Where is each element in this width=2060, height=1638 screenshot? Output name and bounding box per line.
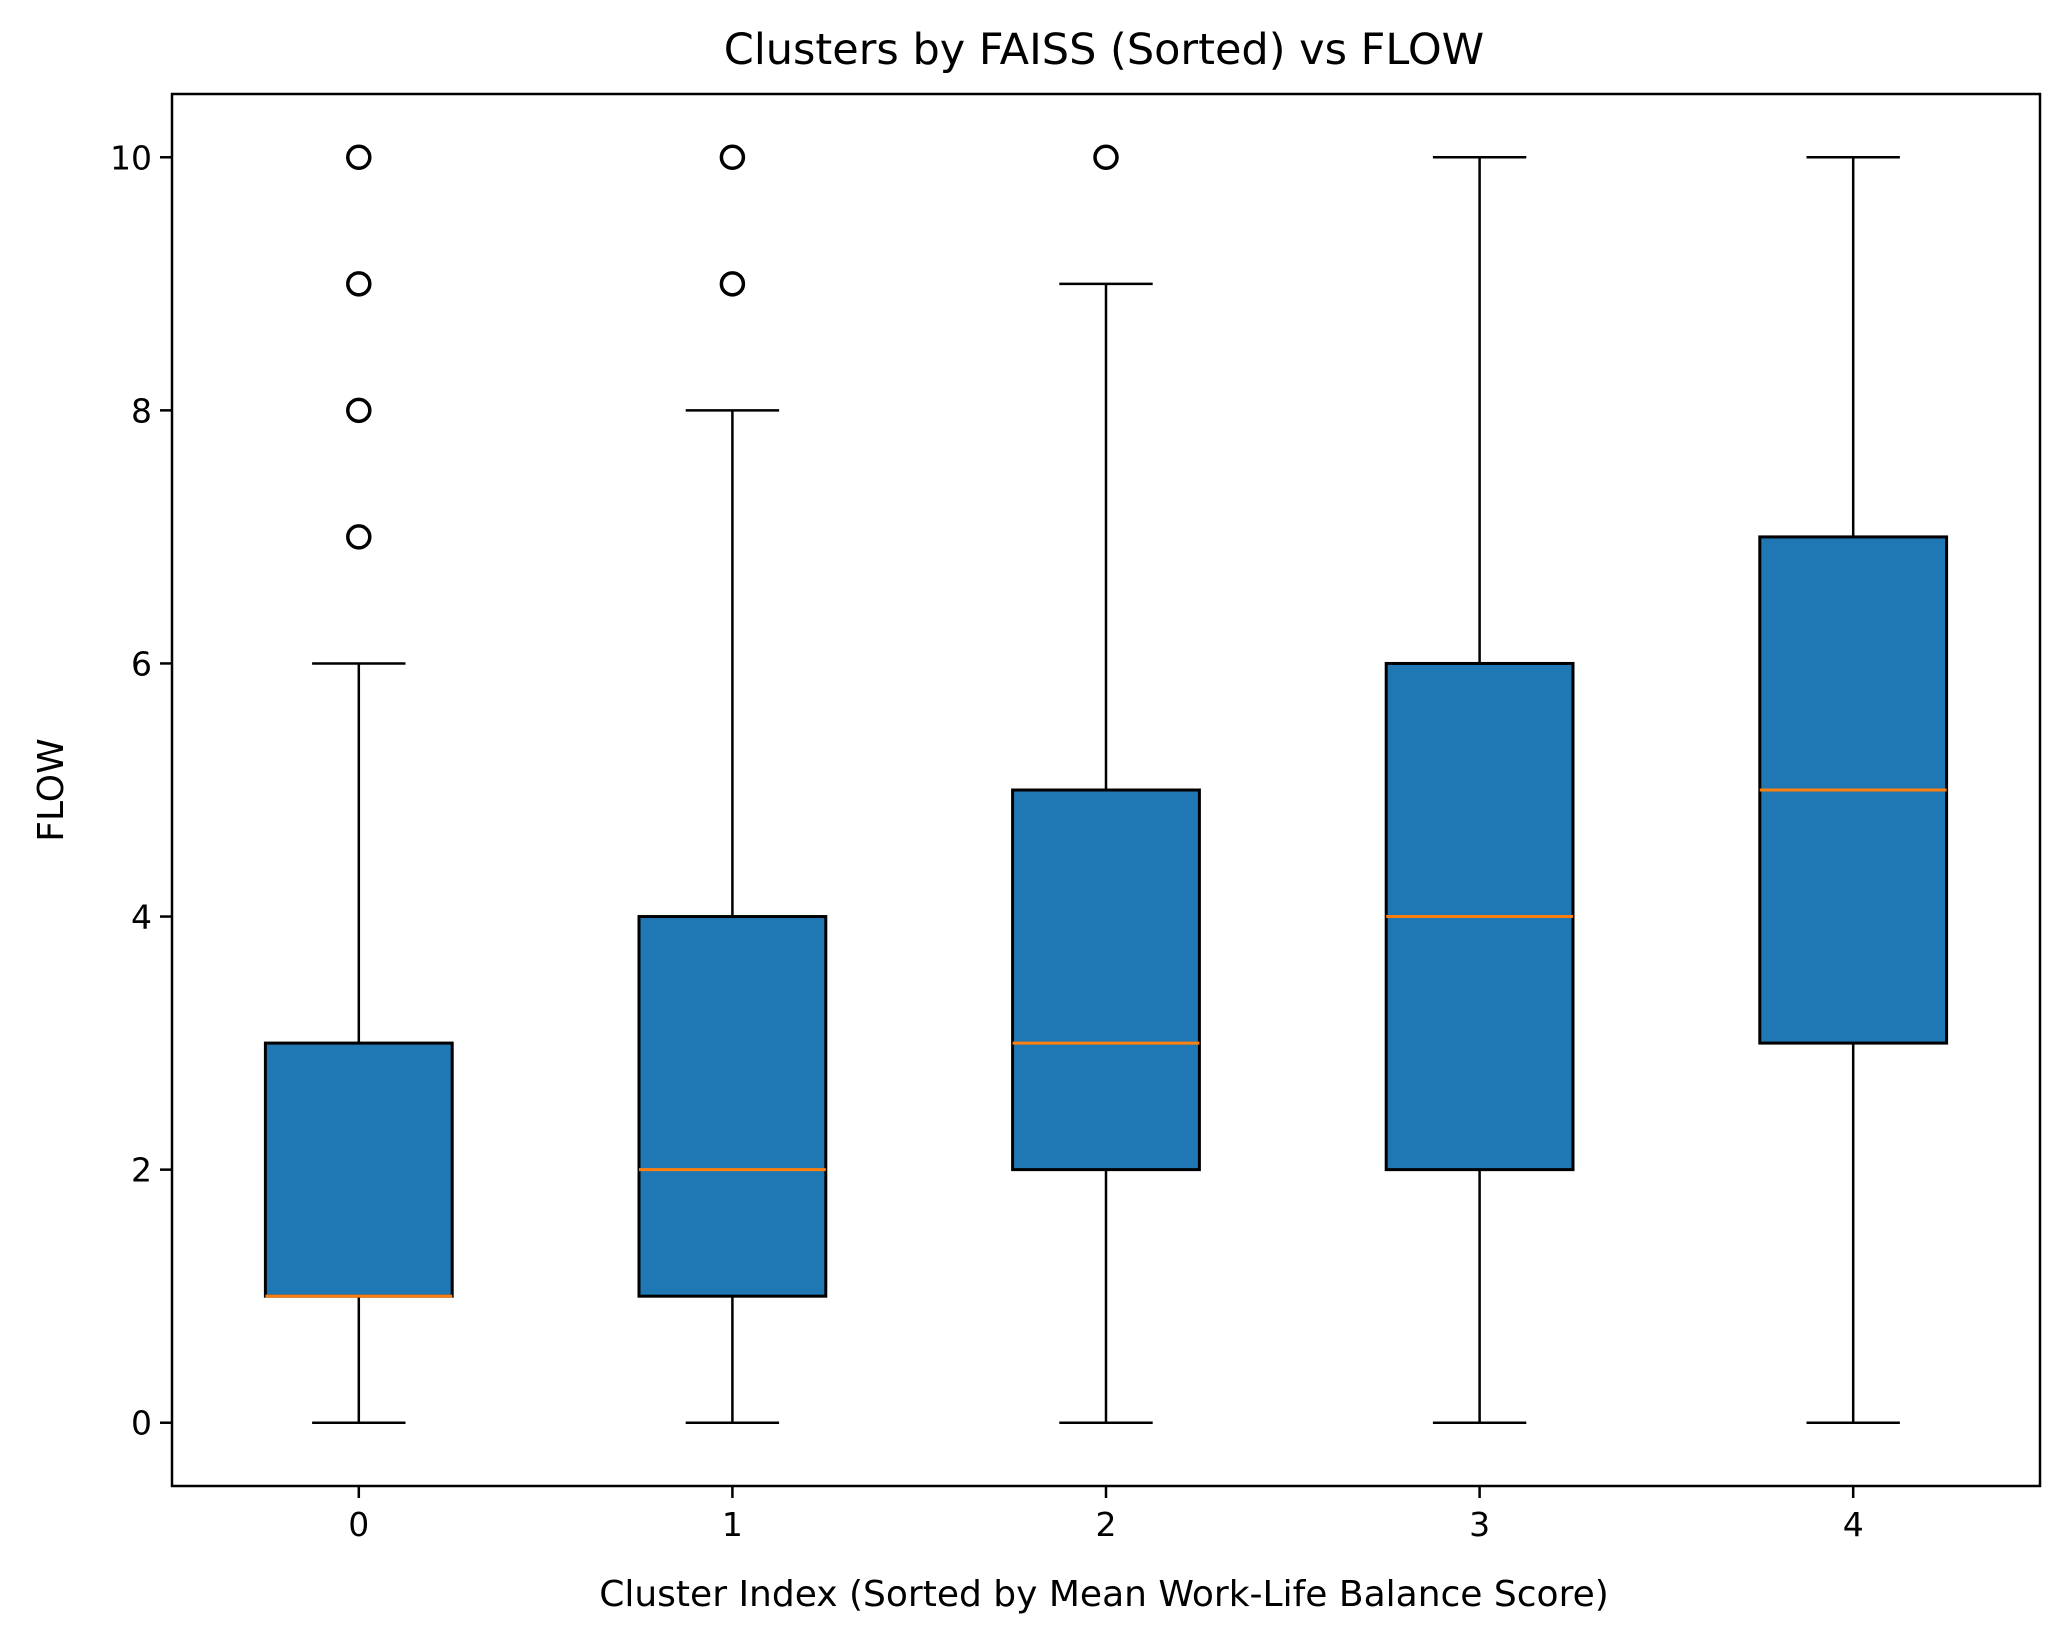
- x-tick-label: 0: [348, 1505, 369, 1544]
- y-tick-label: 6: [131, 644, 152, 683]
- x-tick-label: 3: [1469, 1505, 1490, 1544]
- x-tick-label: 4: [1843, 1505, 1864, 1544]
- box-iqr: [263, 1041, 454, 1298]
- x-axis-label: Cluster Index (Sorted by Mean Work-Life …: [599, 1574, 1609, 1615]
- outlier-point: [1093, 144, 1119, 171]
- outlier-point: [346, 144, 372, 171]
- y-tick-label: 4: [131, 898, 152, 937]
- y-axis-label: FLOW: [31, 738, 72, 841]
- y-axis: 0 2 4 6 8 10: [110, 138, 172, 1443]
- x-axis: 0 1 2 3 4: [348, 1486, 1864, 1544]
- outlier-point: [719, 144, 746, 171]
- box-iqr: [1011, 788, 1201, 1172]
- box-group-1: [637, 144, 828, 1424]
- x-tick-label: 1: [722, 1505, 743, 1544]
- y-tick-label: 0: [131, 1404, 152, 1443]
- box-group-0: [263, 144, 454, 1424]
- chart-title: Clusters by FAISS (Sorted) vs FLOW: [724, 25, 1484, 75]
- outlier-point: [346, 397, 372, 424]
- y-tick-label: 2: [131, 1151, 152, 1190]
- box-group-2: [1011, 144, 1201, 1424]
- outlier-point: [346, 524, 372, 550]
- box-group-3: [1384, 156, 1575, 1424]
- box-iqr: [637, 915, 828, 1298]
- outlier-point: [719, 271, 746, 297]
- y-tick-label: 8: [131, 391, 152, 430]
- box-group-4: [1758, 156, 1949, 1424]
- plot-area: [263, 144, 1949, 1424]
- y-tick-label: 10: [110, 138, 152, 177]
- outlier-point: [346, 271, 372, 297]
- x-tick-label: 2: [1096, 1505, 1117, 1544]
